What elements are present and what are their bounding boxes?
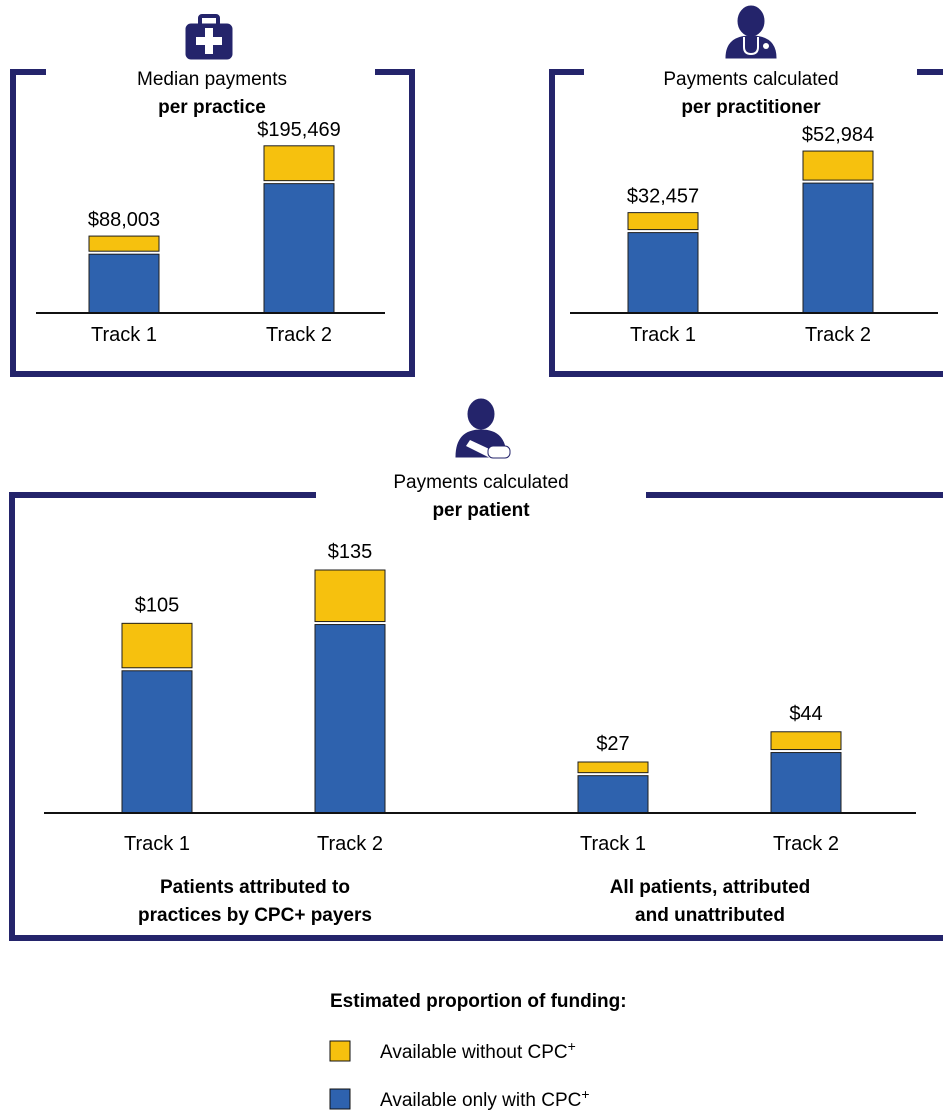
tick-label-2: Track 2 <box>266 324 332 346</box>
patient-group-labels: Patients attributed to practices by CPC+… <box>138 877 810 926</box>
bar-available-without-2 <box>263 145 335 182</box>
patient-title-line2: per patient <box>432 500 530 521</box>
chart-per-patient: $105 Track 1 $135 Track 2 $27 Track 1 $44 Track… <box>44 541 916 855</box>
group-all-patients-line1: All patients, attributed <box>610 877 811 898</box>
legend-swatch-available-without <box>329 1040 351 1062</box>
bar-available-without-1 <box>121 622 193 669</box>
legend-label-available-without: Available without CPC+ <box>380 1038 576 1063</box>
value-label-1: $88,003 <box>88 209 160 231</box>
group-attributed-line1: Patients attributed to <box>160 877 350 898</box>
practitioner-panel-title: Payments calculated per practitioner <box>663 69 838 118</box>
tick-label-1: Track 1 <box>630 324 696 346</box>
practitioner-panel-frame <box>549 69 943 377</box>
practitioner-title-line2: per practitioner <box>681 97 821 118</box>
practice-panel-frame <box>10 69 415 377</box>
tick-label-2: Track 2 <box>317 833 383 855</box>
value-label-2: $52,984 <box>802 124 874 146</box>
bar-available-without-2 <box>802 150 874 181</box>
group-all-patients-line2: and unattributed <box>635 905 785 926</box>
tick-label-1: Track 1 <box>91 324 157 346</box>
value-label-2: $135 <box>328 541 373 563</box>
patient-sling-icon <box>455 398 511 459</box>
panel-frames <box>9 69 943 941</box>
bar-available-only-with-1 <box>627 232 699 314</box>
tick-label-2: Track 2 <box>805 324 871 346</box>
chart-per-practitioner: $32,457 Track 1 $52,984 Track 2 <box>570 124 938 346</box>
tick-label-3: Track 1 <box>580 833 646 855</box>
practice-title-line1: Median payments <box>137 69 287 90</box>
bar-available-only-with-2 <box>263 183 335 314</box>
patient-panel-title: Payments calculated per patient <box>393 472 568 521</box>
practice-title-line2: per practice <box>158 97 266 118</box>
doctor-stethoscope-icon <box>725 5 777 59</box>
patient-title-line1: Payments calculated <box>393 472 568 493</box>
value-label-3: $27 <box>596 733 629 755</box>
practitioner-title-line1: Payments calculated <box>663 69 838 90</box>
bar-available-only-with-2 <box>314 624 386 814</box>
value-label-1: $105 <box>135 594 180 616</box>
bar-available-only-with-4 <box>770 752 842 814</box>
patient-panel-frame <box>9 492 943 941</box>
tick-label-4: Track 2 <box>773 833 839 855</box>
bar-available-without-1 <box>88 235 160 252</box>
group-attributed-line2: practices by CPC+ payers <box>138 905 372 926</box>
legend-title: Estimated proportion of funding: <box>330 991 627 1012</box>
legend-swatch-available-only-with <box>329 1088 351 1110</box>
practice-panel-title: Median payments per practice <box>137 69 287 118</box>
value-label-1: $32,457 <box>627 186 699 208</box>
bar-available-without-1 <box>627 212 699 231</box>
bar-available-only-with-1 <box>88 253 160 314</box>
bar-available-without-2 <box>314 569 386 623</box>
tick-label-1: Track 1 <box>124 833 190 855</box>
legend: Estimated proportion of funding: Availab… <box>329 991 627 1111</box>
medical-kit-icon <box>185 14 233 60</box>
bar-available-only-with-1 <box>121 670 193 814</box>
value-label-2: $195,469 <box>257 119 340 141</box>
bar-available-only-with-2 <box>802 182 874 314</box>
bar-available-without-3 <box>577 761 649 774</box>
chart-per-practice: $88,003 Track 1 $195,469 Track 2 <box>36 119 385 346</box>
value-label-4: $44 <box>789 703 822 725</box>
legend-label-available-only-with: Available only with CPC+ <box>380 1086 590 1111</box>
bar-available-without-4 <box>770 731 842 751</box>
chart-plots: $88,003 Track 1 $195,469 Track 2 $32,457 Trac… <box>36 119 938 855</box>
bar-available-only-with-3 <box>577 775 649 814</box>
